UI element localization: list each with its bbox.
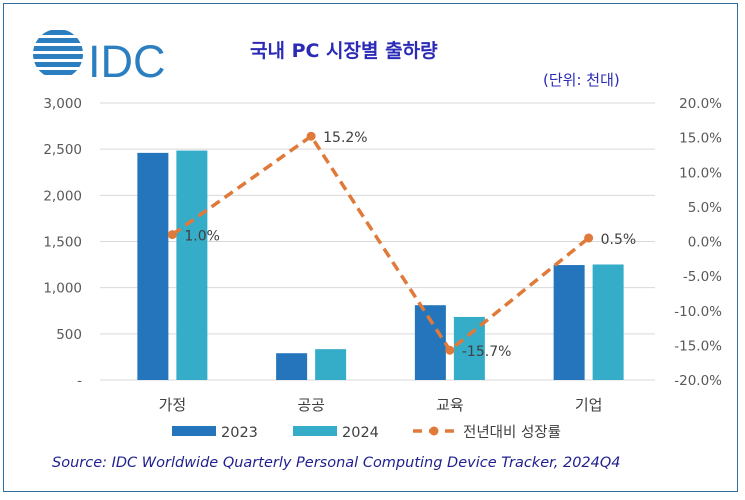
y-tick-label: 2,500	[43, 142, 82, 158]
growth-point	[167, 230, 177, 240]
bar-2023	[414, 305, 446, 380]
y2-tick-label: -20.0%	[674, 373, 722, 389]
legend-label-2024: 2024	[342, 425, 379, 441]
category-label: 기업	[575, 396, 603, 414]
y-tick-label: 2,000	[43, 188, 82, 204]
legend: 2023 2024 전년대비 성장률	[172, 424, 561, 441]
growth-point	[306, 131, 316, 141]
growth-data-label: 15.2%	[323, 130, 367, 146]
bar-2024	[592, 264, 624, 380]
y-tick-label: 3,000	[43, 96, 82, 112]
category-label: 교육	[436, 396, 464, 414]
growth-data-label: 1.0%	[184, 229, 220, 245]
bar-2023	[276, 353, 308, 380]
category-label: 공공	[297, 396, 325, 414]
growth-point	[445, 345, 455, 355]
y-tick-label: -	[77, 373, 82, 389]
bar-2024	[315, 349, 347, 380]
bar-2024	[453, 316, 485, 380]
category-label: 가정	[159, 396, 187, 414]
logo-text: IDC	[88, 36, 166, 87]
growth-data-label: -15.7%	[462, 344, 512, 360]
growth-data-label: 0.5%	[601, 232, 637, 248]
y2-tick-label: 0.0%	[688, 235, 722, 251]
globe-icon	[33, 30, 83, 75]
legend-swatch-2024	[293, 426, 337, 436]
y-tick-label: 500	[56, 327, 82, 343]
growth-point	[584, 233, 594, 243]
bar-2023	[553, 265, 585, 380]
legend-swatch-2023	[172, 426, 216, 436]
chart-frame	[3, 3, 738, 492]
y2-tick-label: -10.0%	[674, 304, 722, 320]
y2-tick-label: 10.0%	[679, 165, 722, 181]
chart-title: 국내 PC 시장별 출하량	[250, 40, 438, 62]
y2-tick-label: 20.0%	[679, 96, 722, 112]
bar-2024	[176, 150, 208, 380]
legend-label-2023: 2023	[221, 425, 258, 441]
idc-logo: IDC	[33, 30, 166, 87]
y2-tick-label: 15.0%	[679, 131, 722, 147]
y2-tick-label: 5.0%	[688, 200, 722, 216]
bar-2023	[137, 152, 169, 380]
source-note: Source: IDC Worldwide Quarterly Personal…	[52, 455, 621, 471]
legend-label-growth: 전년대비 성장률	[463, 424, 561, 441]
y-tick-label: 1,500	[43, 235, 82, 251]
growth-line	[171, 133, 590, 353]
unit-label: (단위: 천대)	[543, 71, 620, 89]
y-tick-label: 1,000	[43, 281, 82, 297]
y2-tick-label: -5.0%	[683, 269, 722, 285]
y2-tick-label: -15.0%	[674, 338, 722, 354]
legend-marker-growth	[429, 426, 439, 436]
